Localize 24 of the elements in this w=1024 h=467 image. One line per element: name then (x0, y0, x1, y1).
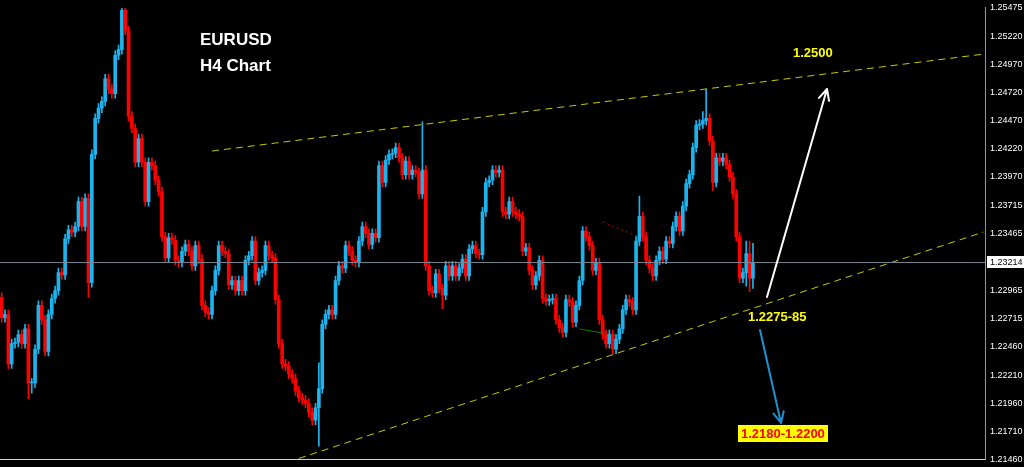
candlestick (3, 309, 7, 323)
y-tick-label: 1.25475 (990, 1, 1023, 12)
y-tick-label: 1.21710 (990, 425, 1023, 436)
annotation: 1.2180-1.2200 (738, 425, 828, 442)
y-tick-label: 1.23465 (990, 228, 1023, 239)
y-tick-label: 1.24220 (990, 143, 1023, 154)
candlestick (704, 88, 709, 126)
y-tick-label: 1.25220 (990, 30, 1023, 41)
text: H4 Chart (200, 56, 271, 76)
y-tick-label: 1.24720 (990, 86, 1023, 97)
y-tick-label: 1.24470 (990, 115, 1023, 126)
annotation: 1.2500 (793, 45, 833, 60)
y-tick-label: 1.23715 (990, 200, 1023, 211)
y-tick-label: 1.22460 (990, 341, 1023, 352)
y-tick-label: 1.21460 (990, 454, 1023, 465)
y-tick-label: 1.22965 (990, 284, 1023, 295)
y-tick-label: 1.24970 (990, 58, 1023, 69)
ref-line-label: 1.23214 (990, 256, 1023, 267)
y-tick-label: 1.21960 (990, 397, 1023, 408)
annotation: 1.2275-85 (748, 309, 807, 324)
y-tick-label: 1.22210 (990, 369, 1023, 380)
text: EURUSD (200, 30, 272, 50)
y-tick-label: 1.22715 (990, 312, 1023, 323)
y-tick-label: 1.23970 (990, 171, 1023, 182)
